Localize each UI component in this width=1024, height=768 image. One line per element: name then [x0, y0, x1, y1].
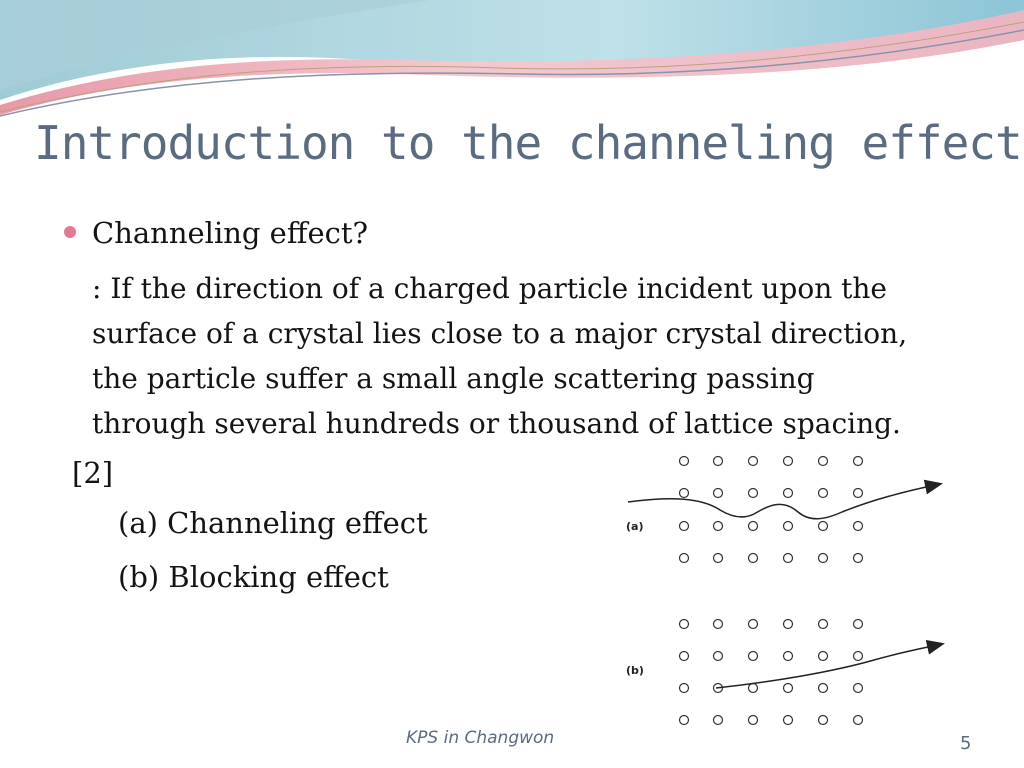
slide-title: Introduction to the channeling effect — [34, 116, 1023, 170]
paragraph-line: surface of a crystal lies close to a maj… — [92, 317, 908, 350]
paragraph-line: : If the direction of a charged particle… — [92, 272, 887, 305]
lattice-atom — [852, 682, 864, 694]
lattice-atom — [678, 714, 690, 726]
lattice-atom — [817, 682, 829, 694]
definition-paragraph: : If the direction of a charged particle… — [92, 266, 907, 446]
lattice-atom — [852, 487, 864, 499]
lattice-atom — [678, 650, 690, 662]
panel-a-label: (a) — [626, 520, 643, 533]
lattice-atom — [782, 487, 794, 499]
sub-item-blocking: (b) Blocking effect — [118, 560, 389, 594]
lattice-atom — [747, 487, 759, 499]
lattice-atom — [782, 650, 794, 662]
lattice-atom — [712, 552, 724, 564]
lattice-atom — [817, 520, 829, 532]
panel-b-label: (b) — [626, 664, 644, 677]
channeling-trajectory — [627, 479, 943, 520]
lattice-atom — [678, 455, 690, 467]
lattice-atom — [747, 650, 759, 662]
paragraph-line: through several hundreds or thousand of … — [92, 407, 901, 440]
paragraph-line: the particle suffer a small angle scatte… — [92, 362, 815, 395]
sub-item-channeling: (a) Channeling effect — [118, 506, 428, 540]
blocking-trajectory — [715, 639, 945, 689]
lattice-atom — [747, 520, 759, 532]
lattice-atom — [712, 650, 724, 662]
lattice-atom — [817, 487, 829, 499]
lattice-atom — [712, 714, 724, 726]
lattice-atom — [678, 520, 690, 532]
lattice-atom — [678, 682, 690, 694]
lattice-atom — [747, 455, 759, 467]
bullet-heading: Channeling effect? — [92, 216, 369, 250]
lattice-atom — [852, 714, 864, 726]
lattice-atom — [782, 714, 794, 726]
lattice-grid-a — [678, 455, 864, 564]
lattice-atom — [852, 520, 864, 532]
lattice-atom — [852, 650, 864, 662]
header-wave-decoration — [0, 0, 1024, 117]
lattice-atom — [678, 487, 690, 499]
bullet-dot-icon — [64, 226, 76, 238]
page-number: 5 — [960, 733, 972, 754]
lattice-atom — [747, 552, 759, 564]
lattice-atom — [678, 618, 690, 630]
lattice-atom — [817, 714, 829, 726]
lattice-grid-b — [678, 618, 864, 726]
lattice-atom — [782, 552, 794, 564]
lattice-atom — [678, 552, 690, 564]
footer-text: KPS in Changwon — [406, 728, 555, 748]
lattice-atom — [747, 618, 759, 630]
lattice-atom — [817, 455, 829, 467]
lattice-atom — [852, 455, 864, 467]
lattice-atom — [782, 455, 794, 467]
lattice-atom — [817, 618, 829, 630]
lattice-atom — [747, 682, 759, 694]
lattice-atom — [852, 618, 864, 630]
lattice-atom — [712, 455, 724, 467]
lattice-atom — [782, 618, 794, 630]
lattice-atom — [817, 650, 829, 662]
reference-label: [2] — [72, 456, 114, 490]
lattice-atom — [782, 520, 794, 532]
lattice-atom — [782, 682, 794, 694]
channeling-blocking-diagram: (a) (b) — [612, 446, 948, 752]
lattice-atom — [712, 520, 724, 532]
lattice-atom — [852, 552, 864, 564]
lattice-atom — [712, 487, 724, 499]
lattice-atom — [712, 618, 724, 630]
lattice-atom — [817, 552, 829, 564]
lattice-atom — [747, 714, 759, 726]
